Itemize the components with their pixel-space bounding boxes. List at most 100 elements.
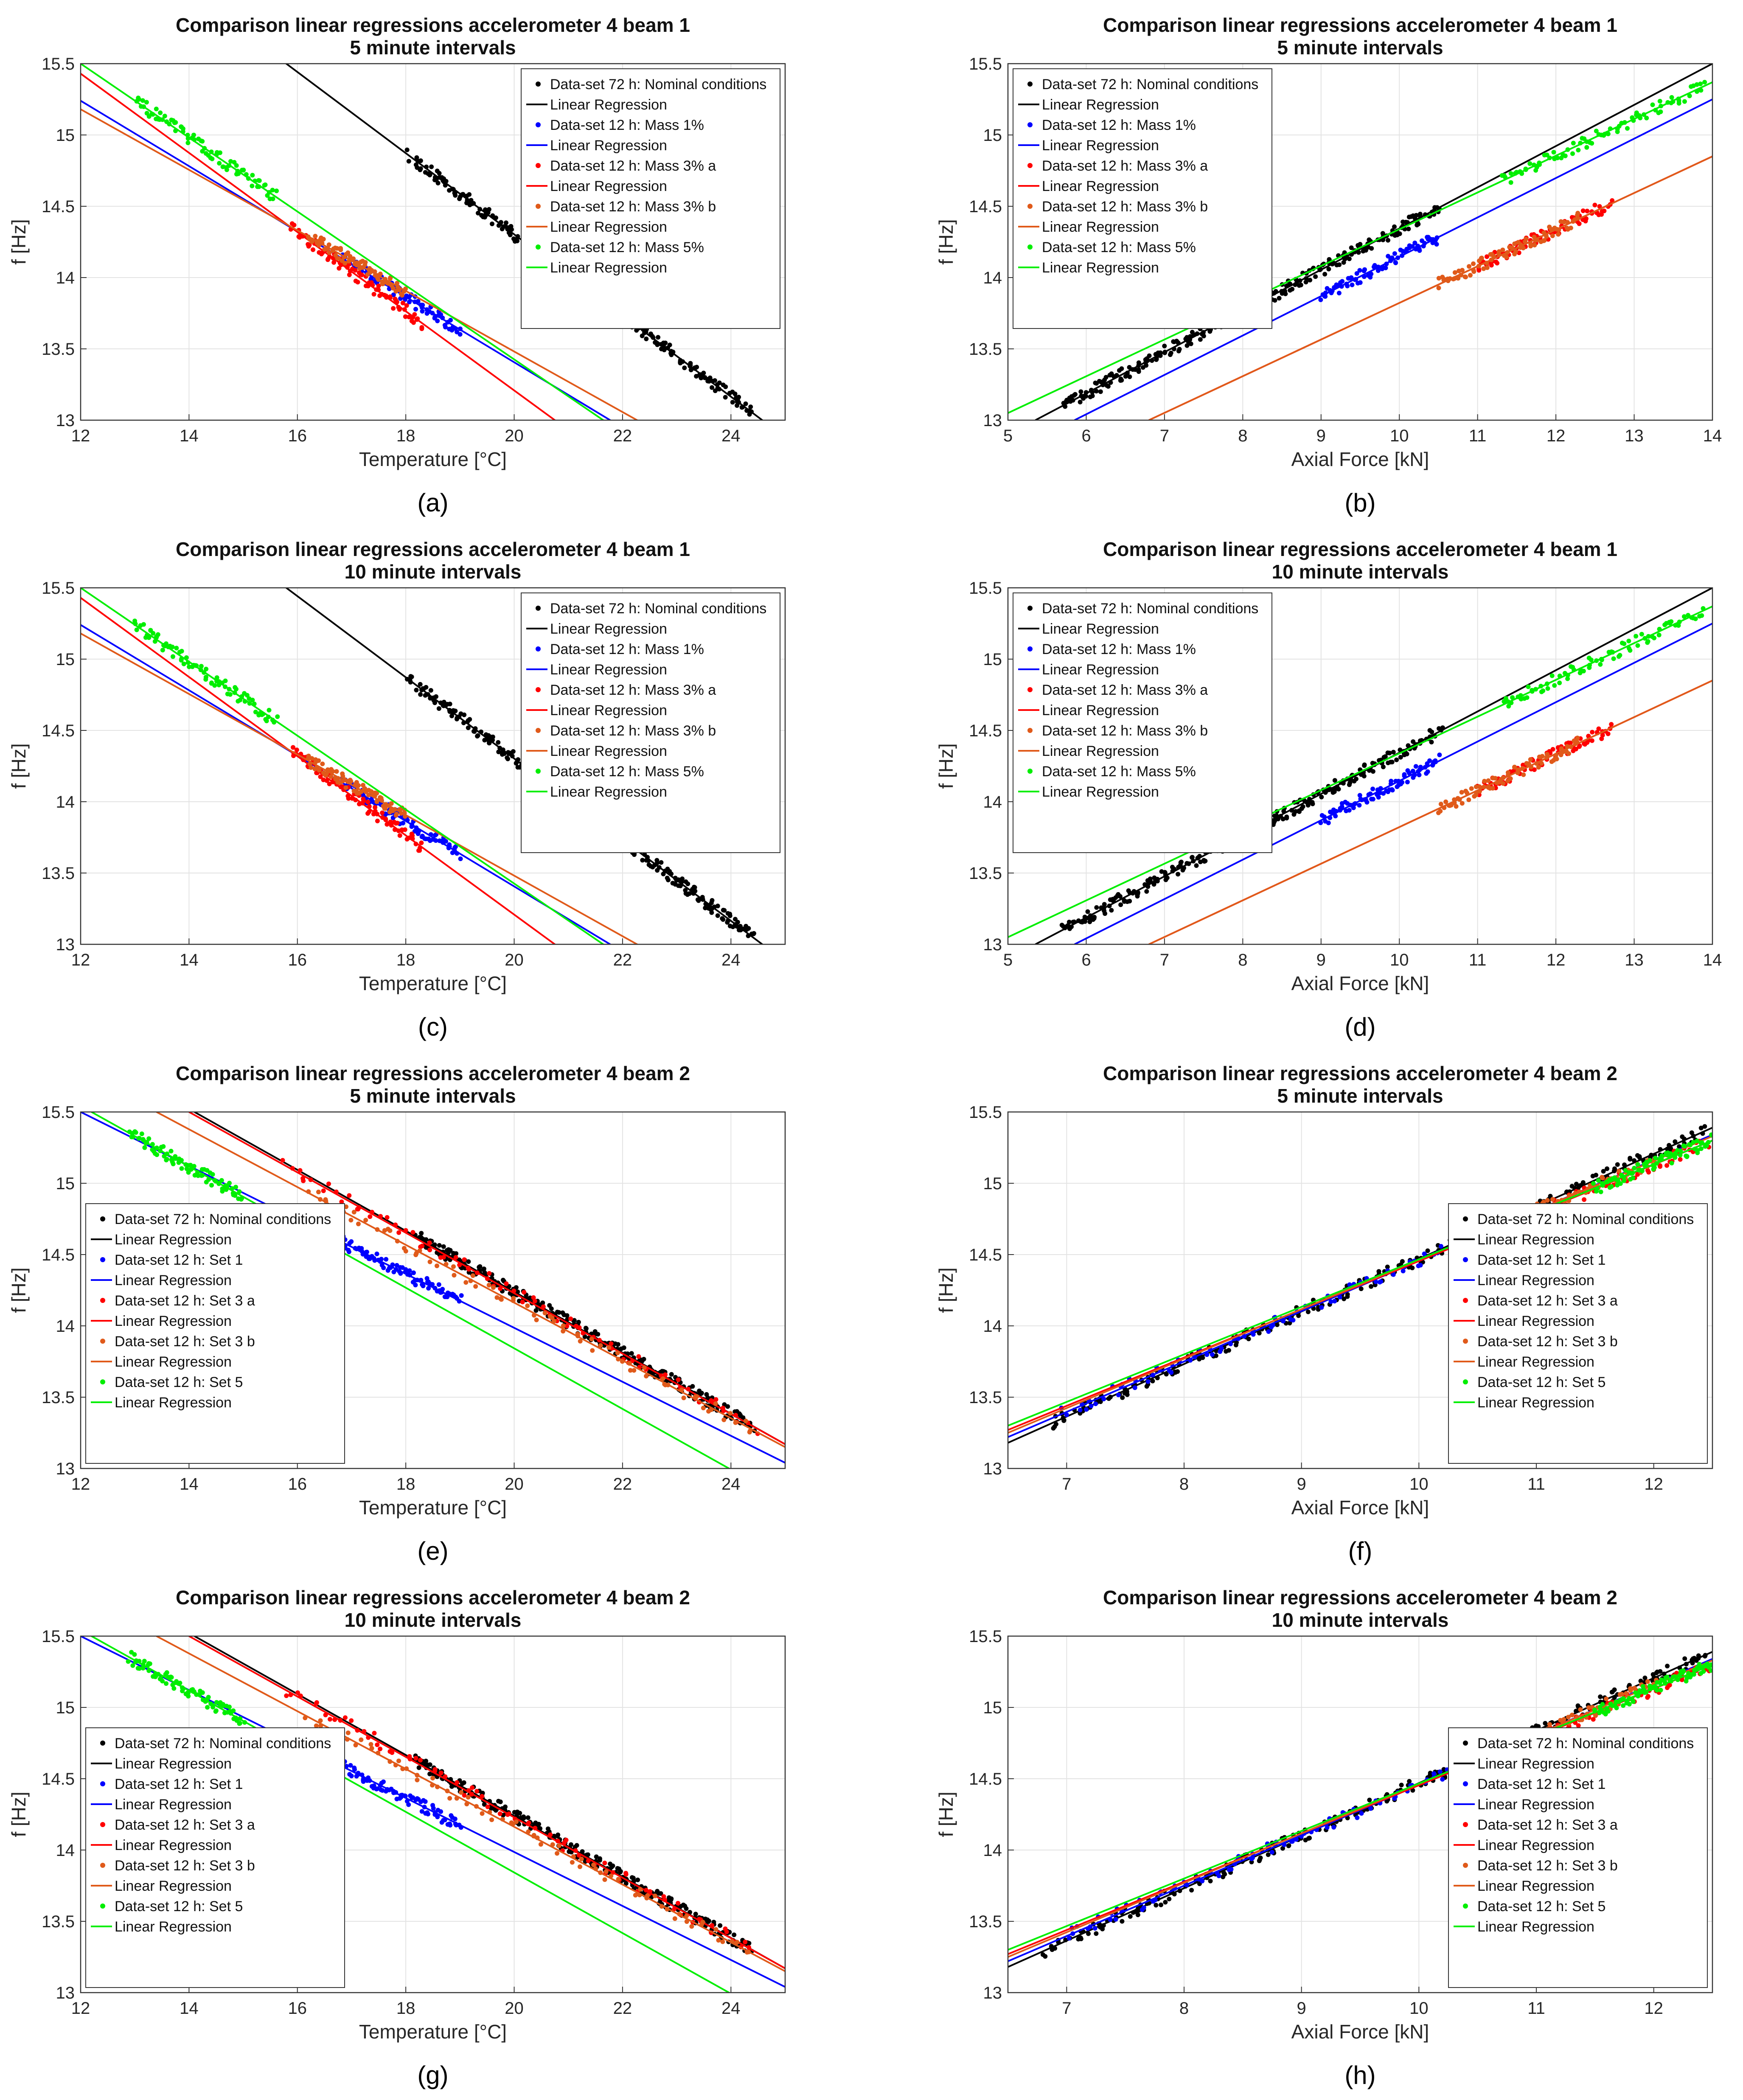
legend-marker — [536, 163, 541, 168]
y-tick-label: 14 — [983, 269, 1002, 287]
data-point — [180, 126, 185, 131]
data-point — [447, 1796, 452, 1801]
data-point — [1436, 276, 1441, 281]
data-point — [419, 840, 424, 845]
data-point — [654, 858, 660, 863]
x-axis-label: Axial Force [kN] — [1291, 448, 1429, 470]
data-point — [375, 818, 380, 823]
data-point — [1508, 776, 1513, 781]
data-point — [1545, 1198, 1550, 1203]
axes-frame — [1007, 63, 1713, 421]
data-point — [1436, 285, 1441, 290]
legend-label: Data-set 72 h: Nominal conditions — [1042, 601, 1258, 617]
data-point — [556, 1832, 561, 1837]
data-point — [1583, 216, 1589, 221]
data-point — [403, 1249, 408, 1254]
data-point — [348, 1218, 354, 1223]
data-point — [1336, 290, 1342, 295]
x-tick-label: 6 — [1081, 951, 1091, 969]
data-point — [402, 827, 407, 832]
chart-title: Comparison linear regressions accelerome… — [176, 14, 690, 36]
data-point — [318, 774, 323, 779]
data-point — [1491, 253, 1496, 258]
data-point — [640, 858, 645, 863]
data-point — [473, 1284, 478, 1289]
data-point — [174, 646, 179, 651]
data-point — [1600, 1175, 1605, 1180]
data-point — [491, 1285, 496, 1290]
data-point — [420, 309, 425, 314]
data-point — [1406, 214, 1412, 219]
data-point — [220, 164, 225, 169]
axes-frame — [80, 63, 786, 421]
x-tick-label: 9 — [1297, 1475, 1306, 1494]
data-point — [395, 281, 400, 286]
data-point — [1618, 1181, 1623, 1186]
data-point — [642, 1365, 647, 1370]
data-point — [1378, 1279, 1384, 1284]
data-point — [706, 1919, 711, 1924]
data-point — [393, 813, 399, 818]
data-point — [701, 1405, 706, 1410]
data-point — [1658, 1163, 1663, 1168]
x-tick-label: 16 — [288, 427, 307, 445]
data-point — [1362, 267, 1367, 272]
legend-label: Linear Regression — [550, 784, 667, 800]
data-point — [343, 785, 348, 790]
data-point — [715, 904, 720, 909]
data-point — [1117, 894, 1123, 899]
data-point — [1103, 911, 1108, 916]
data-point — [191, 1164, 196, 1169]
data-point — [1490, 786, 1495, 791]
data-point — [1043, 1954, 1048, 1959]
data-point — [430, 1776, 435, 1781]
data-point — [409, 674, 414, 679]
data-point — [231, 1708, 236, 1713]
data-point — [410, 833, 415, 838]
data-point — [436, 1282, 441, 1287]
data-point — [751, 931, 756, 936]
data-point — [1585, 208, 1590, 213]
data-point — [1637, 1155, 1642, 1160]
y-tick-label: 15 — [983, 650, 1002, 669]
data-point — [1495, 261, 1500, 266]
data-point — [1291, 1318, 1296, 1323]
legend-label: Linear Regression — [550, 662, 667, 678]
data-point — [1305, 1309, 1311, 1314]
data-point — [1589, 738, 1594, 743]
data-point — [1602, 208, 1607, 213]
data-point — [517, 1811, 522, 1816]
data-point — [434, 177, 439, 182]
data-point — [1093, 1401, 1098, 1407]
data-point — [410, 1230, 415, 1235]
data-point — [1577, 221, 1582, 226]
data-point — [428, 688, 433, 693]
data-point — [429, 164, 434, 169]
data-point — [594, 1854, 599, 1859]
data-point — [171, 1686, 177, 1691]
data-point — [490, 222, 495, 227]
data-point — [290, 745, 295, 750]
data-point — [1528, 757, 1533, 762]
data-point — [1528, 244, 1533, 249]
legend-marker — [100, 1216, 105, 1221]
data-point — [1201, 334, 1206, 339]
data-point — [582, 1334, 587, 1339]
data-point — [1463, 275, 1468, 280]
legend-marker — [536, 244, 541, 250]
data-point — [1576, 148, 1581, 153]
data-point — [1625, 126, 1630, 131]
data-point — [400, 820, 405, 825]
data-point — [411, 320, 416, 325]
regression-line — [1148, 155, 1712, 420]
data-point — [1591, 1181, 1596, 1186]
data-point — [1460, 801, 1465, 806]
legend-label: Linear Regression — [115, 1272, 232, 1289]
data-point — [365, 800, 370, 805]
data-point — [1229, 1867, 1234, 1872]
data-point — [467, 717, 472, 722]
data-point — [1682, 99, 1687, 104]
data-point — [703, 1916, 708, 1921]
y-axis-label: f [Hz] — [935, 1267, 957, 1313]
